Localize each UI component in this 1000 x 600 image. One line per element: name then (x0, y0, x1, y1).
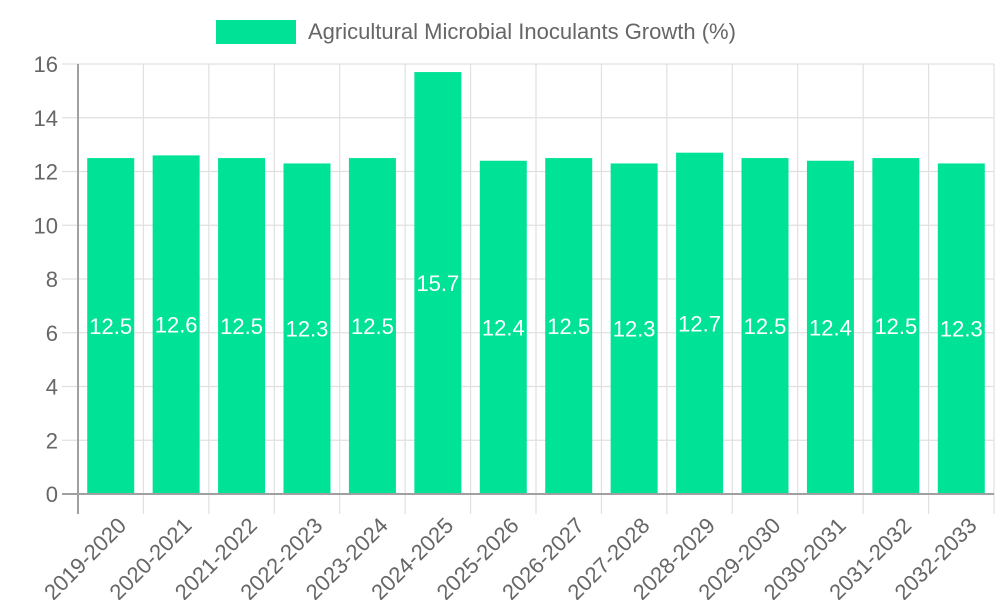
grid-lines (62, 63, 995, 514)
bar-value-label: 12.3 (286, 317, 329, 342)
bar-value-label: 12.5 (220, 314, 263, 339)
bars (87, 72, 985, 494)
bar[interactable] (610, 163, 658, 494)
bar-value-label: 12.4 (809, 315, 852, 340)
bar[interactable] (741, 158, 789, 494)
bar-value-label: 15.7 (416, 271, 459, 296)
bar[interactable] (676, 152, 724, 494)
y-tick-label: 6 (46, 321, 58, 346)
bar-value-label: 12.5 (89, 314, 132, 339)
bar-value-label: 12.7 (678, 311, 721, 336)
bar-value-label: 12.6 (155, 313, 198, 338)
axes (62, 64, 994, 514)
bar[interactable] (479, 160, 527, 494)
x-axis-ticks: 2019-20202020-20212021-20222022-20232023… (39, 513, 982, 600)
y-tick-label: 0 (46, 482, 58, 507)
bar-value-label: 12.5 (351, 314, 394, 339)
bar[interactable] (806, 160, 854, 494)
bar-value-label: 12.3 (613, 317, 656, 342)
bar[interactable] (348, 158, 396, 494)
bar-value-label: 12.4 (482, 315, 525, 340)
bar[interactable] (87, 158, 135, 494)
y-tick-label: 10 (34, 213, 58, 238)
y-tick-label: 12 (34, 160, 58, 185)
data-labels: 12.5 12.6 12.5 12.3 12.5 15.7 12.4 12.5 12.3 12.7… (89, 271, 982, 342)
bar-value-label: 12.5 (874, 314, 917, 339)
bar[interactable] (414, 72, 462, 494)
bar[interactable] (545, 158, 593, 494)
y-tick-label: 4 (46, 375, 58, 400)
y-tick-label: 8 (46, 267, 58, 292)
bar[interactable] (283, 163, 331, 494)
bar[interactable] (937, 163, 985, 494)
bar-value-label: 12.5 (744, 314, 787, 339)
legend-label: Agricultural Microbial Inoculants Growth… (308, 19, 736, 44)
legend-swatch (216, 20, 296, 44)
y-axis-ticks: 0 2 4 6 8 10 12 14 16 (34, 52, 58, 507)
y-tick-label: 2 (46, 428, 58, 453)
bar-value-label: 12.3 (940, 317, 983, 342)
y-tick-label: 16 (34, 52, 58, 77)
bar-value-label: 12.5 (547, 314, 590, 339)
y-tick-label: 14 (34, 106, 58, 131)
bar[interactable] (872, 158, 920, 494)
bar[interactable] (152, 155, 200, 494)
chart-legend[interactable]: Agricultural Microbial Inoculants Growth… (216, 19, 736, 44)
bar[interactable] (218, 158, 266, 494)
